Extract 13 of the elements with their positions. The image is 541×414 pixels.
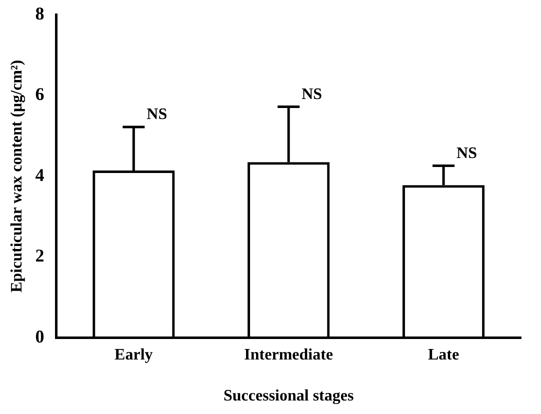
y-tick-label: 8 (35, 3, 44, 24)
y-tick-label: 2 (35, 246, 44, 266)
x-tick-label: Early (114, 346, 153, 364)
annotation: NS (302, 86, 322, 103)
x-tick-label: Late (428, 346, 460, 364)
y-tick-label: 0 (35, 326, 44, 346)
y-tick-label: 4 (35, 164, 44, 185)
y-tick-label: 6 (35, 84, 44, 104)
annotation: NS (146, 106, 168, 124)
x-axis-title: Successional stages (223, 388, 354, 405)
x-tick-label: Intermediate (244, 346, 334, 364)
annotation: NS (456, 144, 478, 162)
y-axis-title: Epicuticular wax content (μg/cm²) (8, 60, 26, 293)
